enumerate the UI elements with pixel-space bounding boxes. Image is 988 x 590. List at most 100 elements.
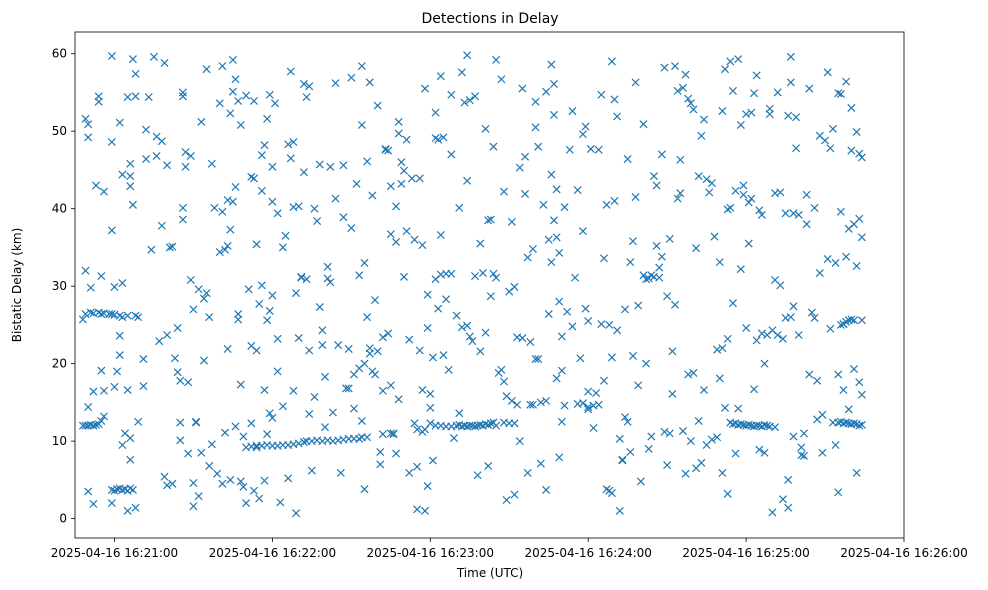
data-point — [713, 345, 722, 354]
data-point — [699, 115, 709, 124]
data-point — [123, 311, 132, 320]
data-point — [297, 273, 306, 282]
data-point — [589, 423, 598, 432]
data-point — [410, 235, 419, 244]
data-point — [728, 86, 737, 95]
data-point — [263, 114, 272, 123]
data-point — [665, 234, 674, 243]
data-point — [384, 329, 393, 338]
data-point — [602, 485, 611, 494]
data-point — [831, 258, 840, 267]
data-point — [502, 496, 511, 505]
data-point — [365, 349, 374, 358]
data-point — [357, 62, 366, 71]
data-point — [310, 392, 319, 401]
data-point — [499, 377, 508, 386]
data-point — [392, 202, 401, 211]
data-point — [247, 419, 256, 428]
data-point — [86, 283, 95, 292]
data-point — [834, 488, 843, 497]
data-point — [486, 215, 495, 224]
data-point — [849, 316, 859, 325]
data-point — [302, 93, 311, 102]
data-point — [507, 217, 516, 226]
data-point — [307, 466, 316, 475]
data-point — [686, 99, 695, 108]
data-point — [563, 307, 572, 316]
data-point — [231, 75, 240, 84]
data-point — [836, 207, 845, 216]
data-point — [552, 233, 561, 242]
data-point — [644, 444, 653, 453]
data-point — [463, 176, 472, 185]
data-point — [805, 84, 814, 93]
data-point — [420, 506, 430, 515]
data-point — [378, 430, 387, 439]
data-point — [265, 90, 274, 99]
data-point — [731, 186, 740, 195]
data-point — [489, 142, 498, 151]
data-point — [734, 55, 743, 64]
data-point — [213, 469, 222, 478]
data-point — [555, 453, 564, 462]
data-markers — [78, 51, 866, 518]
data-point — [523, 468, 532, 477]
data-point — [826, 324, 835, 333]
data-point — [249, 174, 258, 183]
data-point — [397, 158, 406, 167]
data-point — [107, 310, 116, 319]
data-point — [684, 370, 693, 379]
data-point — [107, 226, 116, 235]
data-point — [844, 405, 853, 414]
data-point — [128, 55, 137, 64]
data-point — [431, 134, 440, 143]
data-point — [486, 292, 495, 301]
data-point — [170, 354, 180, 363]
data-point — [755, 445, 764, 454]
data-point — [784, 111, 793, 120]
data-point — [355, 271, 364, 280]
data-point — [739, 190, 748, 199]
data-point — [99, 187, 108, 196]
data-point — [305, 346, 314, 355]
data-point — [492, 55, 501, 64]
data-point — [413, 505, 422, 514]
data-point — [336, 468, 345, 477]
data-point — [649, 172, 659, 181]
data-point — [678, 83, 687, 92]
data-point — [560, 401, 569, 410]
data-point — [778, 495, 787, 504]
data-point — [857, 153, 866, 162]
data-point — [536, 398, 545, 407]
data-point — [126, 455, 135, 464]
data-point — [805, 370, 814, 379]
data-point — [747, 194, 756, 203]
data-point — [405, 468, 414, 477]
data-point — [423, 482, 432, 491]
x-tick-label: 2025-04-16 16:24:00 — [524, 546, 651, 560]
data-point — [218, 62, 227, 71]
data-point — [628, 351, 637, 360]
data-point — [626, 258, 635, 267]
data-point — [331, 194, 340, 203]
data-point — [81, 310, 90, 319]
data-point — [278, 243, 287, 252]
data-point — [776, 188, 785, 197]
x-axis-label: Time (UTC) — [456, 566, 523, 580]
data-point — [457, 323, 466, 332]
data-point — [621, 305, 630, 314]
data-point — [613, 112, 622, 121]
data-point — [663, 461, 672, 470]
data-point — [323, 274, 332, 283]
data-point — [142, 155, 151, 164]
data-point — [89, 499, 98, 508]
data-point — [420, 84, 430, 93]
data-point — [742, 323, 751, 333]
data-point — [273, 334, 282, 343]
data-point — [268, 162, 277, 171]
data-point — [260, 141, 269, 150]
data-point — [728, 299, 737, 308]
data-point — [547, 60, 556, 69]
data-point — [676, 155, 685, 164]
data-point — [376, 447, 385, 457]
